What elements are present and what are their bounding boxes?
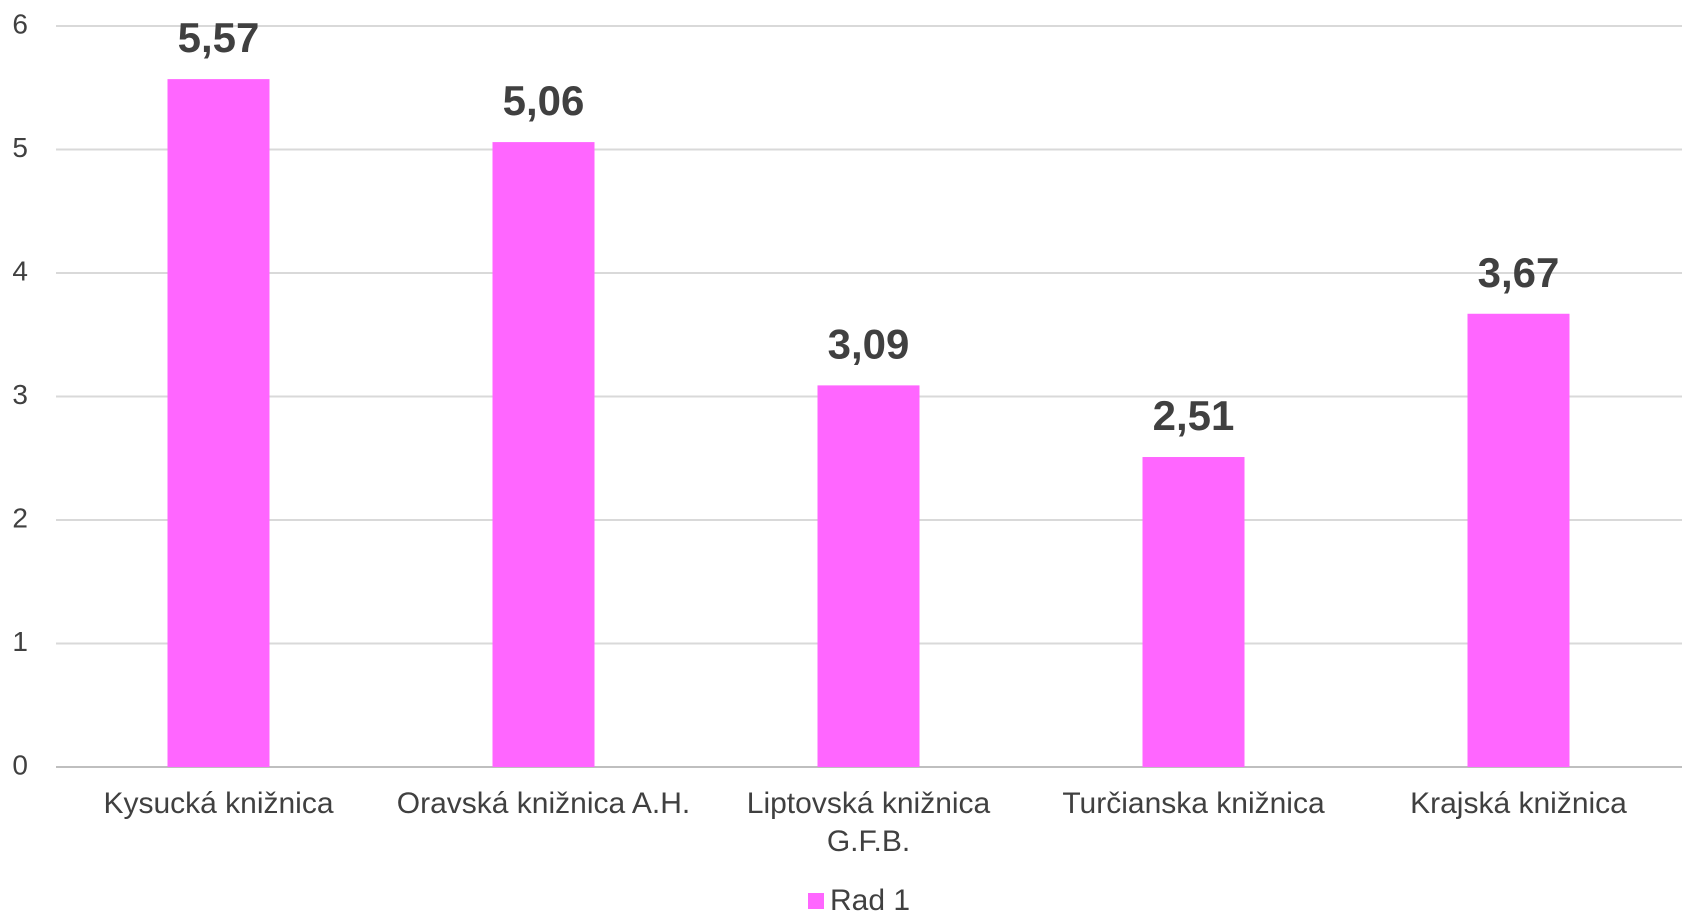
y-tick-label: 6	[12, 8, 28, 39]
x-tick-label: Krajská knižnica	[1410, 787, 1627, 820]
x-tick-label: Turčianska knižnica	[1062, 787, 1325, 820]
data-label: 5,06	[503, 77, 585, 124]
legend-swatch	[808, 893, 824, 909]
bar	[1142, 457, 1245, 767]
y-tick-label: 4	[12, 255, 28, 286]
y-tick-label: 2	[12, 502, 28, 533]
data-label: 2,51	[1153, 392, 1235, 439]
data-label: 5,57	[178, 14, 260, 61]
x-tick-label: Oravská knižnica A.H.	[396, 787, 691, 820]
y-tick-label: 1	[12, 626, 28, 657]
y-tick-label: 0	[12, 749, 28, 780]
bar	[817, 385, 920, 767]
x-tick-label: Kysucká knižnica	[103, 787, 334, 820]
y-tick-label: 5	[12, 132, 28, 163]
bar	[492, 142, 595, 768]
legend-item: Rad 1	[808, 884, 910, 918]
x-tick-label: Liptovská knižnica G.F.B.	[746, 787, 991, 858]
legend-label: Rad 1	[830, 884, 911, 917]
data-label: 3,67	[1478, 249, 1560, 296]
data-label: 3,09	[828, 320, 910, 367]
y-tick-label: 3	[12, 379, 28, 410]
bar	[167, 79, 270, 768]
bar	[1467, 313, 1570, 767]
